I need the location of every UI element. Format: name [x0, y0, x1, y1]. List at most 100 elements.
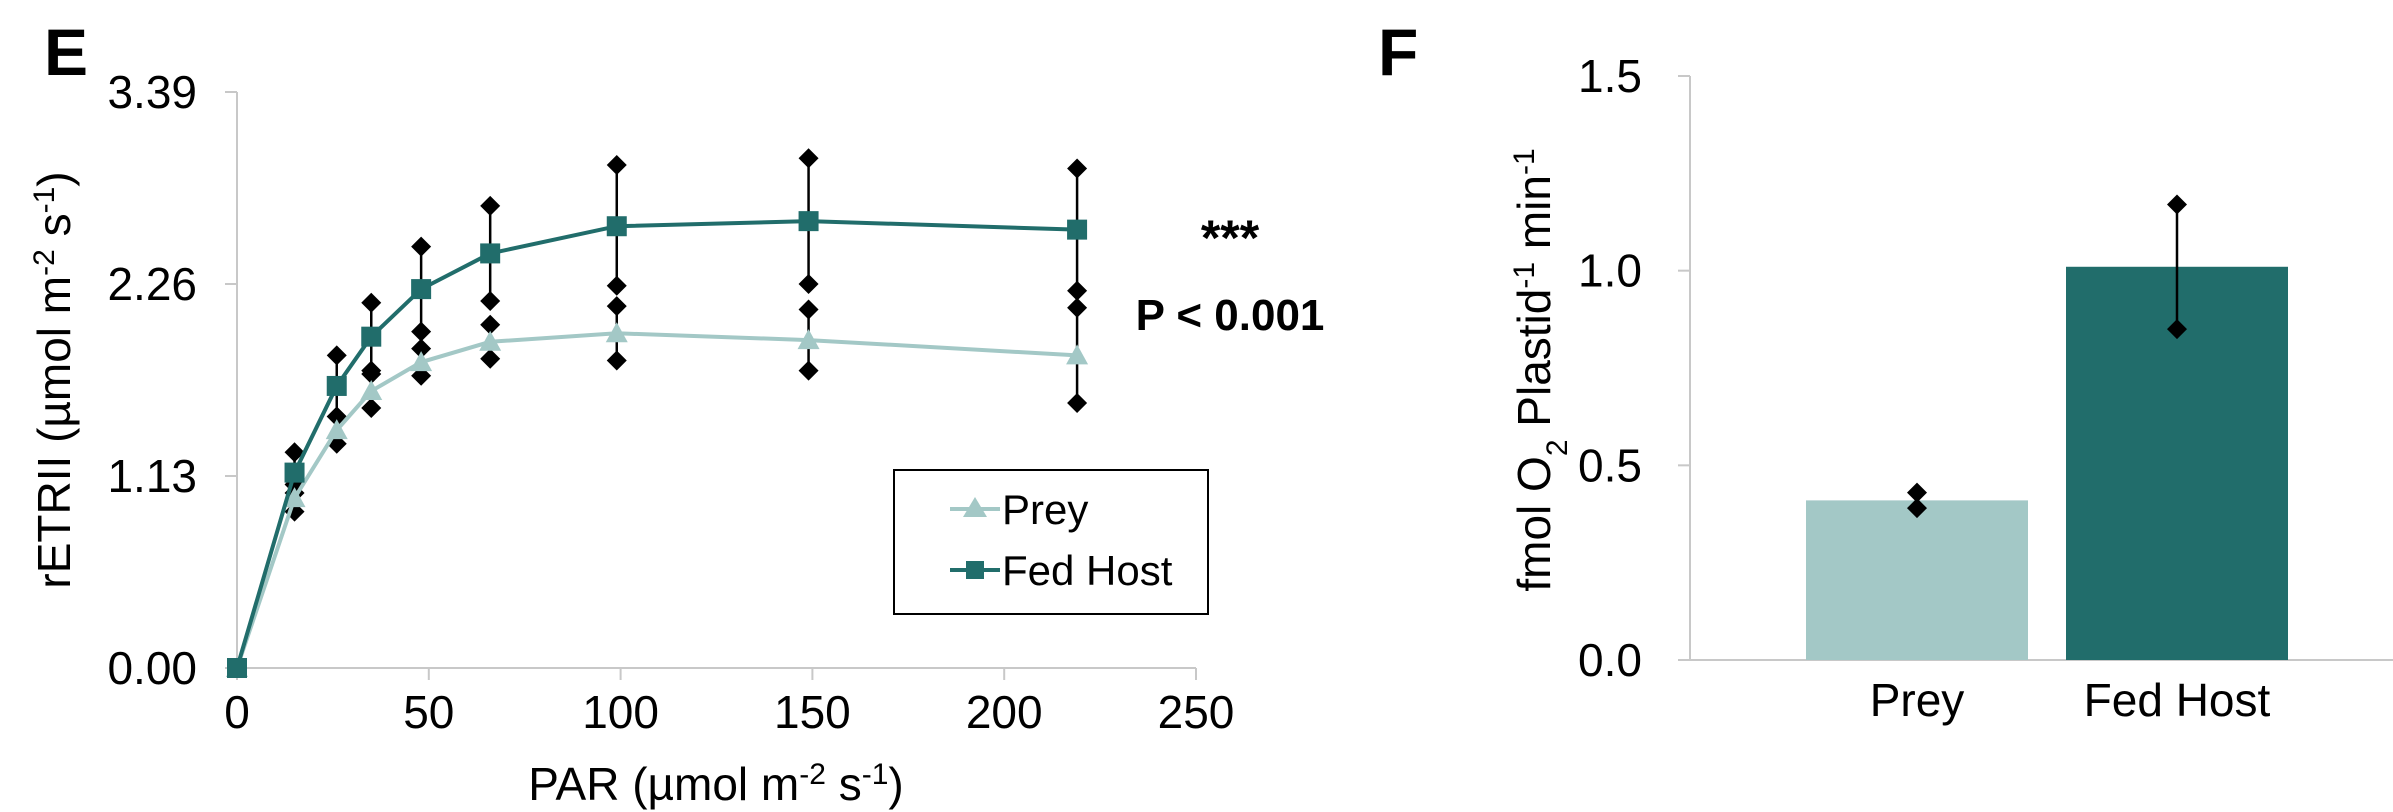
legend-fedhost-marker [966, 561, 984, 579]
panel-e-xlabel-main: PAR (µmol m [528, 758, 799, 810]
data-point-Fed Host [227, 658, 247, 678]
panel-e-x-ticks: 0 50 100 150 200 250 [224, 668, 1234, 738]
legend-prey-label: Prey [1002, 486, 1088, 533]
error-cap-bottom-Prey [1067, 392, 1088, 413]
error-cap-top-Prey [1067, 297, 1088, 318]
error-cap-bottom-Fed Host [798, 274, 819, 294]
panel-f-y-tick-label: 0.0 [1578, 634, 1642, 686]
legend-prey-marker [963, 497, 987, 517]
panel-e-x-axis-title: PAR (µmol m-2 s-1) [528, 758, 903, 811]
data-point-Prey [283, 487, 306, 508]
panel-e-y-tick-label: 3.39 [107, 66, 197, 118]
panel-e: E 0 50 100 150 200 250 0.00 1.13 2.26 3.39 PAR (… [28, 15, 1325, 810]
panel-e-ylabel-sup1: -2 [28, 249, 61, 276]
panel-e-letter: E [44, 15, 88, 89]
panel-e-ylabel-main: rETRII (µmol m [28, 276, 80, 589]
panel-f-category-label: Prey [1870, 674, 1965, 726]
data-point-Fed Host [411, 279, 432, 300]
panel-e-x-tick-label: 0 [224, 686, 250, 738]
error-cap-top-Prey [411, 338, 432, 359]
panel-e-y-tick-label: 2.26 [107, 258, 197, 310]
error-cap-top-Fed Host [798, 148, 819, 169]
data-point-Prey [360, 380, 383, 401]
error-cap-bottom-Prey [361, 398, 382, 419]
panel-f-ylabel-sup2: -1 [1508, 148, 1541, 175]
error-cap-bottom-Fed Host [361, 360, 382, 381]
panel-f-y-axis-title: fmol O2 Plastid-1 min-1 [1508, 148, 1574, 591]
panel-e-y-tick-label: 0.00 [107, 642, 197, 694]
data-point-Prey [479, 330, 502, 351]
panel-e-x-tick-label: 250 [1158, 686, 1235, 738]
data-point-Fed Host [284, 462, 305, 483]
error-cap-top-Fed Host [326, 345, 347, 366]
error-cap-bottom-Prey [606, 350, 627, 371]
panel-e-ylabel-end: ) [28, 171, 80, 186]
data-point-Prey [410, 351, 433, 372]
panel-e-y-axis-title: rETRII (µmol m-2 s-1) [28, 171, 81, 588]
panel-e-legend: Prey Fed Host [893, 469, 1209, 615]
bar-error-cap-bottom-Prey [1907, 498, 1927, 519]
data-point-Prey [325, 419, 348, 440]
panel-f-ylabel-part2: Plastid [1508, 289, 1560, 440]
panel-e-x-tick-label: 100 [582, 686, 659, 738]
panel-f-category-label: Fed Host [2084, 674, 2271, 726]
error-cap-top-Prey [480, 314, 501, 335]
bar-Prey [1806, 500, 2028, 660]
panel-f-bars: Prey Fed Host [1806, 194, 2288, 726]
bar-error-cap-top-Fed Host [2167, 194, 2187, 215]
error-cap-top-Fed Host [1067, 158, 1088, 179]
panel-e-ylabel-mid: s [28, 213, 80, 249]
error-cap-bottom-Fed Host [480, 290, 501, 311]
data-point-Prey [1066, 344, 1089, 365]
data-point-Fed Host [1067, 219, 1088, 240]
panel-e-x-tick-label: 50 [403, 686, 454, 738]
panel-f-y-tick-label: 0.5 [1578, 439, 1642, 491]
error-cap-bottom-Prey [480, 348, 501, 369]
error-cap-top-Prey [606, 296, 627, 317]
panel-e-series [226, 148, 1089, 678]
bar-error-cap-top-Prey [1907, 482, 1927, 503]
panel-e-xlabel-mid: s [826, 758, 862, 810]
error-cap-bottom-Fed Host [606, 275, 627, 296]
error-cap-bottom-Prey [798, 360, 819, 381]
panel-e-y-tick-label: 1.13 [107, 450, 197, 502]
data-point-Prey [797, 329, 820, 350]
bar-error-cap-bottom-Fed Host [2167, 319, 2187, 340]
panel-f-ylabel-sub: 2 [1541, 439, 1574, 456]
data-point-Fed Host [798, 211, 819, 232]
panel-f-letter: F [1378, 15, 1418, 89]
legend-fedhost-label: Fed Host [1002, 547, 1173, 594]
panel-f: F 0.0 0.5 1.0 1.5 Prey Fed Host fmol O2 Plas… [1378, 15, 2393, 726]
panel-f-y-tick-label: 1.0 [1578, 245, 1642, 297]
panel-e-x-tick-label: 150 [774, 686, 851, 738]
legend-box [893, 469, 1209, 615]
panel-f-ylabel-part1: fmol O [1508, 456, 1560, 591]
p-value-label: P < 0.001 [1136, 291, 1325, 340]
error-cap-top-Fed Host [284, 442, 305, 463]
panel-e-x-tick-label: 200 [966, 686, 1043, 738]
panel-f-ylabel-part3: min [1508, 175, 1560, 262]
data-point-Fed Host [326, 375, 347, 396]
panel-f-y-ticks: 0.0 0.5 1.0 1.5 [1578, 50, 1690, 686]
panel-e-ylabel-sup2: -1 [28, 187, 61, 214]
panel-e-xlabel-sup2: -1 [862, 758, 889, 791]
error-cap-bottom-Fed Host [411, 321, 432, 342]
panel-f-ylabel-sup1: -1 [1508, 262, 1541, 289]
panel-e-xlabel-sup1: -2 [799, 758, 826, 791]
error-cap-top-Fed Host [606, 155, 627, 176]
panel-e-y-ticks: 0.00 1.13 2.26 3.39 [107, 66, 237, 694]
error-cap-top-Fed Host [411, 236, 432, 257]
error-cap-bottom-Fed Host [1067, 280, 1088, 301]
panel-f-y-tick-label: 1.5 [1578, 50, 1642, 102]
data-point-Fed Host [361, 326, 382, 347]
error-cap-top-Prey [798, 299, 819, 320]
significance-stars: *** [1201, 210, 1260, 266]
data-point-Fed Host [606, 216, 627, 237]
error-cap-top-Fed Host [480, 195, 501, 216]
panel-e-xlabel-end: ) [888, 758, 903, 810]
data-point-Prey [605, 322, 628, 343]
error-cap-top-Fed Host [361, 292, 382, 313]
data-point-Fed Host [480, 243, 501, 264]
